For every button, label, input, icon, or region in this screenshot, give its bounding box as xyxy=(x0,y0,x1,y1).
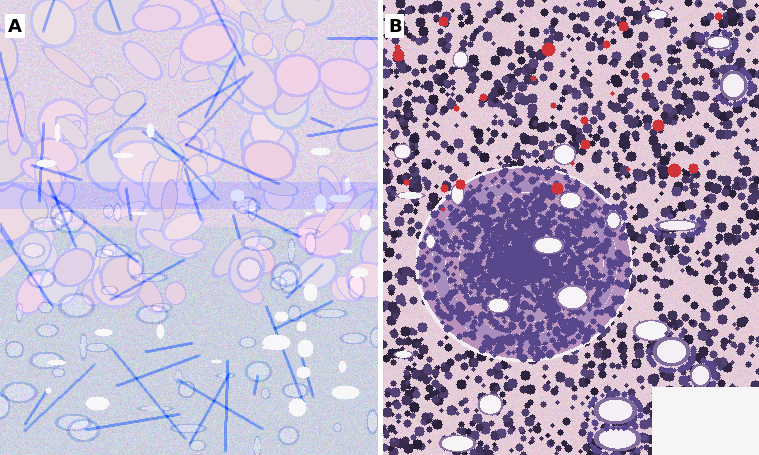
Text: B: B xyxy=(388,18,402,36)
Text: A: A xyxy=(8,18,22,36)
